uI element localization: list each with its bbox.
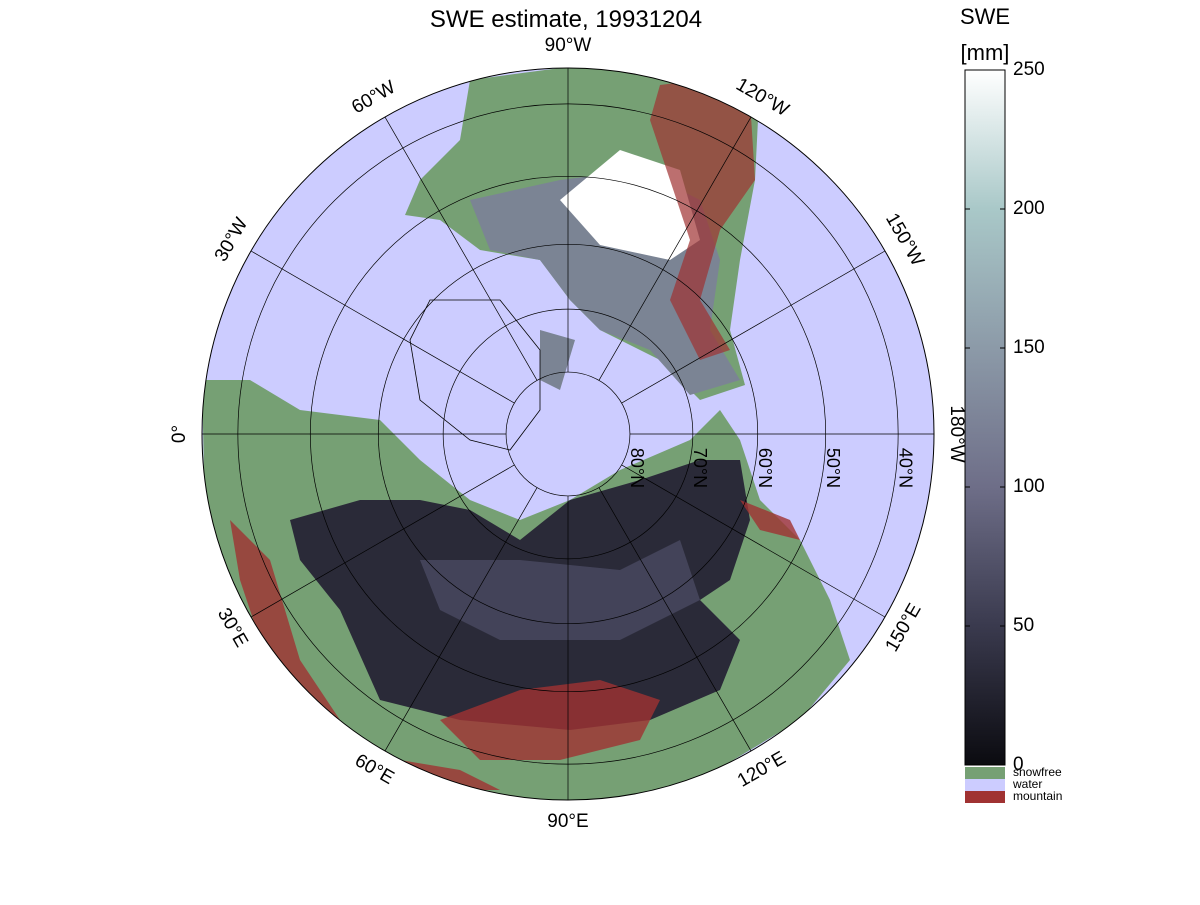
map-surface [202, 68, 934, 800]
longitude-label: 60°E [351, 750, 397, 789]
colorbar-tick-label: 100 [1013, 476, 1045, 497]
longitude-line [250, 250, 515, 404]
longitude-label: 0° [169, 425, 190, 443]
map-border [201, 67, 935, 801]
land-mountain [740, 500, 800, 540]
longitude-line [250, 464, 515, 618]
longitude-label: 90°W [545, 35, 592, 56]
latitude-label: 40°N [895, 448, 915, 488]
colorbar-tick-label: 50 [1013, 615, 1034, 636]
longitude-line [598, 116, 752, 381]
longitude-label: 30°E [213, 605, 252, 651]
greenland-outline [409, 299, 541, 451]
land-mountain [440, 680, 660, 760]
colorbar-tick-label: 0 [1013, 754, 1024, 775]
legend-label: mountain [1013, 789, 1062, 803]
longitude-label: 90°E [547, 811, 588, 832]
longitude-label: 180°W [946, 405, 967, 462]
colorbar-unit: [mm] [961, 40, 1010, 65]
legend-swatch [965, 779, 1005, 791]
latitude-label: 50°N [823, 448, 843, 488]
colorbar: SWE [mm] 0 50 100 150 200 250 snowfreewatermou… [960, 4, 1062, 803]
longitude-label: 30°W [211, 214, 253, 265]
land-mountain [650, 80, 755, 360]
longitude-line [384, 116, 538, 381]
longitude-line [621, 250, 886, 404]
colorbar-ramp [964, 69, 1006, 766]
map-title: SWE estimate, 19931204 [430, 6, 702, 33]
colorbar-tick-label: 150 [1013, 337, 1045, 358]
legend-label: snowfree [1013, 765, 1062, 779]
latitude-label: 80°N [627, 448, 647, 488]
colorbar-tick-label: 200 [1013, 198, 1045, 219]
colorbar-tick-label: 250 [1013, 59, 1045, 80]
latitude-label: 60°N [755, 448, 775, 488]
latitude-label: 70°N [690, 448, 710, 488]
longitude-line [621, 464, 886, 618]
land-mountain [230, 520, 340, 720]
colorbar-title: SWE [960, 4, 1010, 29]
legend-swatch [965, 791, 1005, 803]
longitude-label: 60°W [348, 77, 399, 119]
legend-swatch [965, 767, 1005, 779]
longitude-line [598, 487, 752, 752]
legend-label: water [1012, 777, 1042, 791]
longitude-line [384, 487, 538, 752]
land-snow [420, 540, 700, 640]
